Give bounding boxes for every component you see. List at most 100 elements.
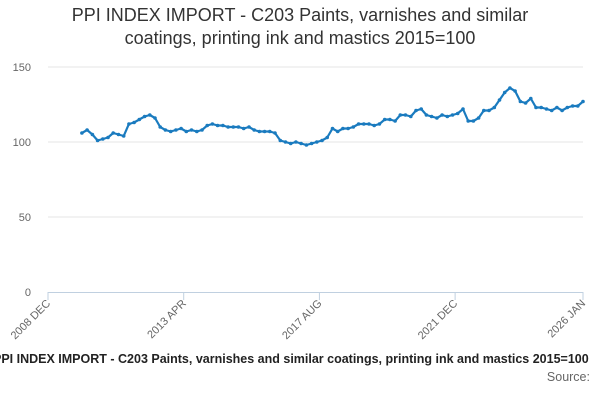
- data-point: [570, 104, 575, 108]
- data-point: [565, 105, 570, 110]
- data-point: [351, 125, 356, 129]
- chart-title-line-2: coatings, printing ink and mastics 2015=…: [124, 28, 476, 48]
- data-point: [273, 131, 277, 135]
- data-point: [461, 107, 465, 111]
- data-point: [502, 90, 507, 95]
- data-point: [101, 137, 105, 141]
- data-point: [309, 141, 314, 146]
- legend-series-label: PPI INDEX IMPORT - C203 Paints, varnishe…: [0, 352, 589, 366]
- data-point: [529, 96, 533, 101]
- data-point: [184, 129, 189, 134]
- data-point: [419, 107, 424, 111]
- data-point: [168, 129, 173, 134]
- y-tick-label: 50: [19, 212, 31, 224]
- data-point: [247, 125, 251, 129]
- data-point: [346, 126, 350, 131]
- x-tick-label: 2013 APR: [145, 298, 189, 342]
- data-point: [320, 138, 324, 143]
- data-point: [435, 116, 439, 120]
- data-point: [367, 122, 371, 126]
- data-point: [414, 108, 418, 113]
- data-point: [450, 113, 455, 117]
- data-point: [466, 119, 471, 123]
- source-label: Source:: [546, 370, 590, 384]
- data-point: [268, 129, 272, 134]
- data-point: [445, 114, 450, 119]
- data-point: [195, 129, 199, 134]
- data-point: [106, 135, 110, 140]
- data-point: [455, 111, 460, 116]
- x-tick-label: 2008 DEC: [9, 298, 53, 342]
- data-point: [121, 134, 126, 138]
- y-axis: 0 50 100 150: [13, 62, 31, 299]
- data-point: [409, 114, 413, 119]
- y-tick-label: 150: [13, 62, 31, 74]
- data-point: [471, 119, 476, 123]
- data-point: [382, 117, 387, 122]
- data-point: [153, 116, 157, 120]
- data-point: [544, 107, 549, 111]
- data-point: [497, 98, 502, 102]
- data-point: [111, 131, 115, 135]
- data-point: [283, 140, 288, 144]
- data-point: [189, 128, 194, 132]
- y-tick-label: 100: [13, 137, 31, 149]
- data-point: [262, 129, 267, 134]
- legend: PPI INDEX IMPORT - C203 Paints, varnishe…: [0, 352, 600, 400]
- chart-title: PPI INDEX IMPORT - C203 Paints, varnishe…: [0, 4, 600, 50]
- data-point: [257, 129, 262, 134]
- data-point: [215, 123, 220, 128]
- data-point: [393, 119, 397, 123]
- data-point: [377, 122, 382, 126]
- data-point: [539, 105, 543, 110]
- series-layer: [80, 86, 585, 147]
- data-point: [388, 117, 392, 122]
- data-point: [241, 126, 246, 131]
- data-point: [424, 113, 429, 117]
- data-point: [325, 135, 330, 140]
- x-axis: 2008 DEC 2013 APR 2017 AUG 2021 DEC 2026 JAN: [9, 292, 588, 342]
- data-point: [231, 125, 236, 129]
- data-point: [252, 128, 256, 132]
- x-tick-label: 2026 JAN: [545, 298, 588, 341]
- data-point: [158, 125, 162, 129]
- data-point: [90, 132, 95, 137]
- data-point: [508, 86, 512, 90]
- data-point: [534, 105, 538, 110]
- data-point: [288, 141, 293, 146]
- data-point: [513, 89, 517, 93]
- y-tick-label: 0: [25, 287, 31, 299]
- data-point: [200, 128, 204, 132]
- data-point: [304, 143, 309, 147]
- data-point: [523, 101, 528, 105]
- data-point: [226, 125, 230, 129]
- data-point: [174, 128, 178, 132]
- data-point: [492, 105, 497, 110]
- data-point: [398, 113, 403, 117]
- data-point: [487, 108, 491, 113]
- data-point: [80, 131, 84, 135]
- data-point: [560, 108, 564, 113]
- data-point: [549, 108, 554, 113]
- data-point: [372, 123, 377, 128]
- data-point: [356, 122, 361, 126]
- data-point: [137, 117, 142, 122]
- data-point: [581, 99, 585, 104]
- data-point: [315, 140, 319, 144]
- data-point: [278, 138, 283, 143]
- data-point: [576, 104, 580, 108]
- series-line: [80, 86, 585, 147]
- data-point: [148, 113, 152, 117]
- data-point: [294, 140, 298, 144]
- data-point: [330, 126, 335, 131]
- data-point: [116, 132, 121, 137]
- data-point: [85, 128, 89, 132]
- data-point: [341, 126, 345, 131]
- data-point: [132, 120, 136, 125]
- data-point: [205, 123, 209, 128]
- data-point: [440, 113, 444, 117]
- x-tick-label: 2021 DEC: [416, 298, 460, 342]
- data-point: [236, 125, 241, 129]
- x-tick-label: 2017 AUG: [280, 298, 324, 342]
- data-point: [179, 126, 183, 131]
